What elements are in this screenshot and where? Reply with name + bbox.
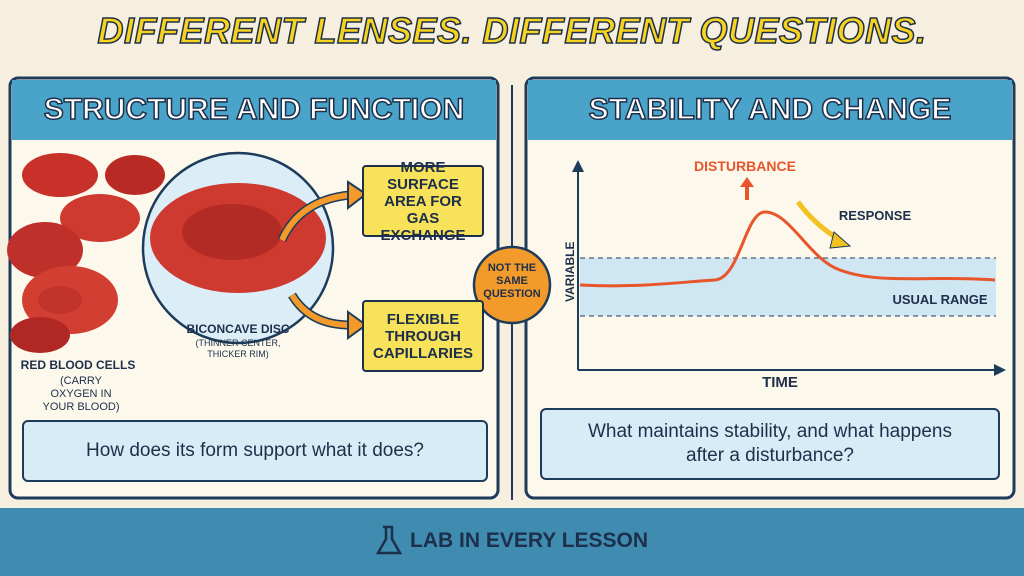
callout: MORE SURFACE AREA FOR GAS EXCHANGE <box>362 159 484 244</box>
cells-note: (CARRY OXYGEN IN YOUR BLOOD) <box>42 375 120 413</box>
y-axis-label: VARIABLE <box>563 241 577 302</box>
page-title: DIFFERENT LENSES. DIFFERENT QUESTIONS. <box>97 9 927 52</box>
disc-note: (THINNER CENTER, THICKER RIM) <box>195 338 281 359</box>
panel-title: STABILITY AND CHANGE <box>588 92 952 127</box>
disc-center <box>182 204 282 260</box>
arrow <box>289 293 351 328</box>
variable-line <box>579 210 996 288</box>
question-box: What maintains stability, and what happe… <box>540 408 1000 480</box>
callout: FLEXIBLE THROUGH CAPILLARIES <box>362 300 484 372</box>
question-box: How does its form support what it does? <box>22 420 488 482</box>
axis-arrow <box>572 160 584 172</box>
disc-label: BICONCAVE DISC <box>186 322 290 336</box>
usual-range-band <box>580 258 996 316</box>
left-panel-header <box>12 80 496 140</box>
badge <box>472 245 552 325</box>
arrow-head <box>347 310 368 340</box>
range-label: USUAL RANGE <box>892 292 988 307</box>
flask-icon <box>375 525 403 555</box>
footer-brand: LAB IN EVERY LESSON <box>410 529 649 552</box>
disturbance-arrow-head <box>740 177 754 187</box>
red-blood-cells <box>7 153 165 353</box>
response-arrow-head <box>829 231 852 249</box>
disturbance-label: DISTURBANCE <box>694 158 796 174</box>
response-label: RESPONSE <box>838 208 912 223</box>
x-axis-label: TIME <box>762 374 798 391</box>
axis-arrow <box>994 364 1006 376</box>
arrow-head <box>347 180 368 211</box>
badge-text: NOT THE SAME QUESTION <box>483 262 541 300</box>
right-panel-header <box>528 80 1012 140</box>
arrow <box>279 192 351 242</box>
footer <box>0 508 1024 576</box>
panel-title: STRUCTURE AND FUNCTION <box>43 92 465 127</box>
cells-label: RED BLOOD CELLS <box>20 358 136 372</box>
